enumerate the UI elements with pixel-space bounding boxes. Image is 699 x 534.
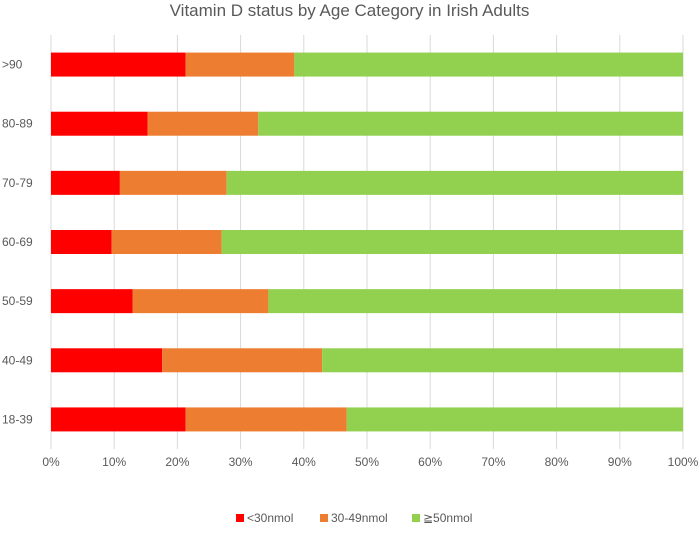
category-axis-labels: >90 80-89 70-79 60-69 50-59 40-49 18-39 bbox=[2, 58, 33, 427]
legend-label: <30nmol bbox=[247, 511, 293, 525]
x-tick-label: 30% bbox=[229, 455, 253, 469]
x-tick-label: 90% bbox=[608, 455, 632, 469]
bar-segment bbox=[346, 407, 683, 432]
value-axis-labels: 0% 10% 20% 30% 40% 50% 60% 70% 80% 90% 100% bbox=[42, 455, 698, 469]
x-tick-label: 100% bbox=[668, 455, 699, 469]
bars bbox=[51, 52, 684, 432]
bar-segment bbox=[258, 111, 683, 136]
bar-segment bbox=[51, 52, 186, 77]
category-label: 18-39 bbox=[2, 412, 33, 426]
category-label: 80-89 bbox=[2, 117, 33, 131]
x-tick-label: 60% bbox=[418, 455, 442, 469]
bar-segment bbox=[111, 230, 222, 254]
legend-label: ≧50nmol bbox=[423, 511, 472, 525]
x-tick-label: 40% bbox=[292, 455, 316, 469]
bar-segment bbox=[322, 348, 683, 373]
bar-segment bbox=[51, 407, 186, 432]
bar-segment bbox=[147, 111, 259, 136]
bar-segment bbox=[185, 52, 295, 77]
legend-label: 30-49nmol bbox=[331, 511, 388, 525]
legend-swatch bbox=[236, 514, 244, 522]
x-tick-label: 0% bbox=[42, 455, 60, 469]
legend-swatch bbox=[412, 514, 420, 522]
bar-segment bbox=[162, 348, 323, 373]
bar-segment bbox=[294, 52, 683, 77]
legend-swatch bbox=[320, 514, 328, 522]
x-tick-label: 20% bbox=[165, 455, 189, 469]
bar-segment bbox=[185, 407, 347, 432]
category-label: 50-59 bbox=[2, 294, 33, 308]
x-tick-label: 10% bbox=[102, 455, 126, 469]
category-label: >90 bbox=[2, 58, 23, 72]
bar-segment bbox=[221, 230, 683, 254]
bar-segment bbox=[51, 111, 148, 136]
chart-title: Vitamin D status by Age Category in Iris… bbox=[170, 1, 530, 20]
bar-segment bbox=[51, 170, 120, 195]
bar-segment bbox=[51, 230, 112, 254]
x-tick-label: 50% bbox=[355, 455, 379, 469]
bar-segment bbox=[226, 170, 684, 195]
bar-segment bbox=[119, 170, 227, 195]
x-tick-label: 80% bbox=[545, 455, 569, 469]
bar-segment bbox=[268, 289, 683, 314]
category-label: 60-69 bbox=[2, 235, 33, 249]
category-label: 70-79 bbox=[2, 176, 33, 190]
legend: <30nmol 30-49nmol ≧50nmol bbox=[236, 511, 472, 525]
bar-segment bbox=[132, 289, 269, 314]
x-tick-label: 70% bbox=[481, 455, 505, 469]
bar-segment bbox=[51, 348, 163, 373]
bar-segment bbox=[51, 289, 133, 314]
category-label: 40-49 bbox=[2, 353, 33, 367]
